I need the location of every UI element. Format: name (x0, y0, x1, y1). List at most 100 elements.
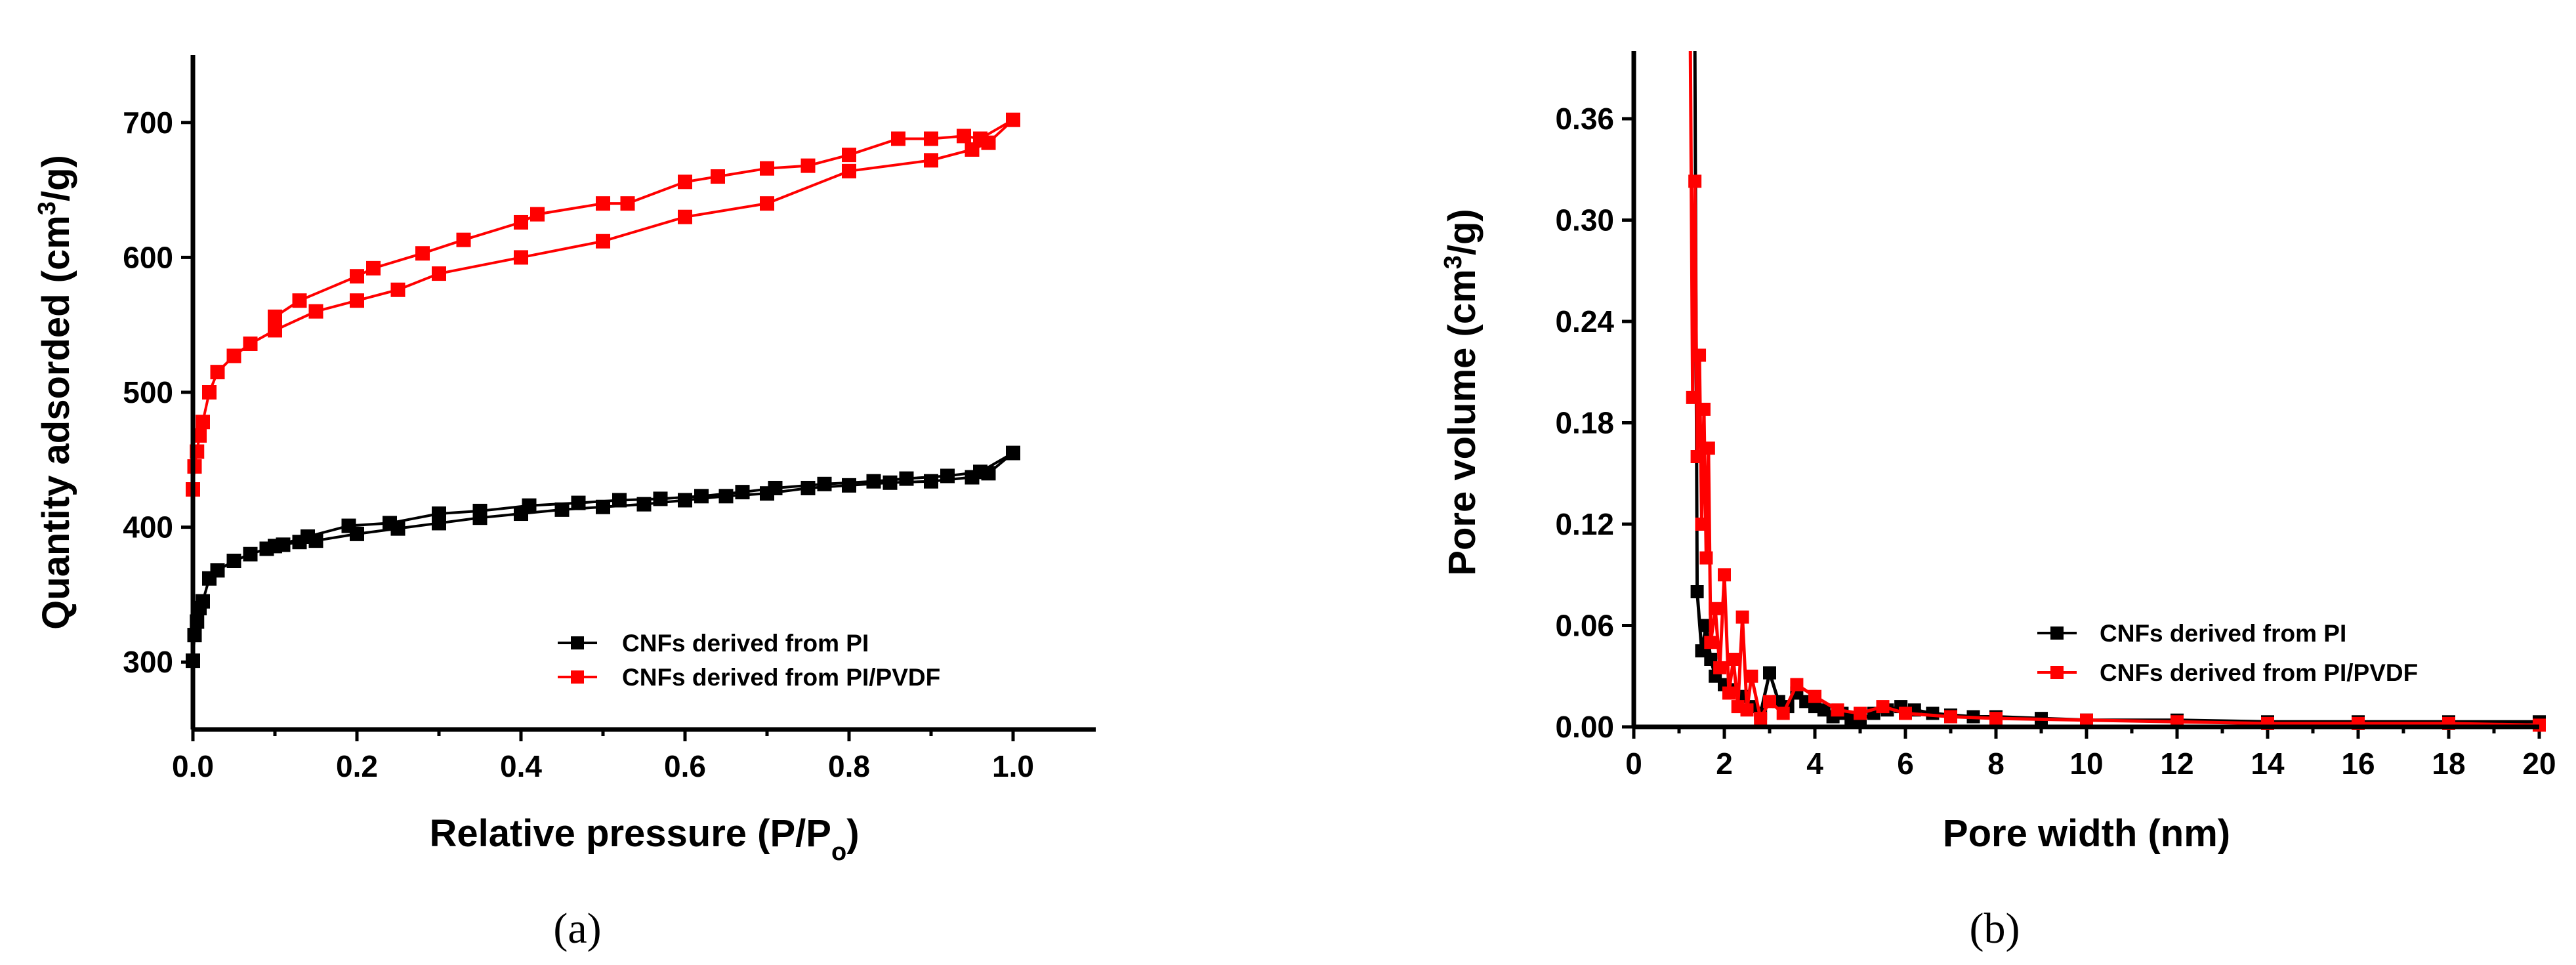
legend-b-marker-0 (2050, 626, 2064, 640)
panel-b-x-axis-title: Pore width (nm) (1943, 812, 2230, 855)
panel-b-label: (b) (1970, 905, 2020, 953)
series-1-point (350, 269, 364, 284)
series-1-point (456, 232, 471, 247)
series-0-point (210, 563, 225, 578)
panel-b-xtick-label: 16 (2341, 747, 2375, 781)
series-0-point (768, 480, 783, 495)
series-0-point (268, 539, 282, 554)
series-0-point (924, 474, 938, 489)
series-1-point (196, 415, 210, 430)
series-1-point (530, 207, 545, 222)
series-1-line (1688, 51, 2540, 727)
series-0-point (973, 464, 987, 480)
series-0-point (301, 529, 315, 544)
series-1-point (308, 304, 323, 319)
series-1-point (1790, 678, 1804, 691)
series-0-point (883, 475, 898, 490)
series-0-point (1006, 445, 1020, 461)
series-0-point (432, 506, 446, 522)
series-1-point (891, 131, 905, 146)
panel-a-xtick-label: 0.8 (828, 749, 870, 783)
series-1-point (1718, 568, 1731, 582)
legend-a-label-0: CNFs derived from PI (622, 630, 869, 657)
series-0-point (383, 516, 397, 531)
series-1-point (243, 336, 258, 351)
series-1-point (1688, 175, 1702, 188)
series-1-point (1709, 602, 1722, 615)
panel-b-ticks: 0 2 4 6 8 10 12 14 16 18 20 0.00 0.06 0.12 0.18 0.24 0.3… (1555, 102, 2556, 781)
series-1-point (1944, 710, 1957, 724)
series-0-point (472, 503, 488, 518)
series-1-point (1693, 348, 1707, 362)
series-1-point (1699, 551, 1713, 565)
series-1-point (514, 250, 528, 265)
series-1-point (924, 153, 938, 168)
series-1-point (1808, 689, 1821, 703)
panel-a: 0.0 0.2 0.4 0.6 0.8 1.0 300 400 500 600 700 Quanti… (33, 55, 1096, 953)
series-1-point (1695, 518, 1709, 531)
panel-b-xtick-label: 0 (1625, 747, 1642, 781)
panel-a-series (186, 112, 1020, 668)
series-0-point (636, 497, 652, 512)
series-1-point (2080, 713, 2093, 727)
series-1-point (1713, 661, 1727, 674)
series-1-point (842, 148, 856, 163)
series-1-point (1735, 610, 1749, 624)
series-1-point (1690, 450, 1704, 463)
panel-a-ticks: 0.0 0.2 0.4 0.6 0.8 1.0 300 400 500 600 700 (123, 106, 1034, 783)
series-0-point (694, 489, 709, 504)
panel-a-ytick-label: 400 (123, 510, 173, 544)
series-0-point (612, 493, 627, 508)
panel-b-xtick-label: 2 (1716, 747, 1733, 781)
legend-b-label-1: CNFs derived from PI/PVDF (2100, 659, 2418, 686)
series-1-point (678, 175, 692, 190)
series-0-point (899, 471, 914, 486)
series-0-point (800, 480, 816, 495)
series-1-point (350, 293, 364, 308)
panel-a-ytick-label: 600 (123, 240, 173, 274)
panel-b-ytick-label: 0.00 (1555, 710, 1614, 744)
series-0-point (226, 554, 241, 568)
legend-a-marker-1 (571, 670, 584, 684)
panel-b-xtick-label: 8 (1987, 747, 2005, 781)
panel-b: 0 2 4 6 8 10 12 14 16 18 20 0.00 0.06 0.12 0.18 0.24 0.3… (1440, 51, 2556, 953)
panel-b-xtick-label: 10 (2069, 747, 2103, 781)
panel-a-y-axis-title: Quantity adsorded (cm3/g) (33, 155, 77, 630)
panel-a-xtick-label: 1.0 (992, 749, 1034, 783)
series-1-point (957, 129, 971, 144)
series-1-point (366, 260, 381, 276)
legend-a-marker-0 (571, 636, 584, 649)
series-1-point (514, 215, 528, 230)
panel-b-xtick-label: 6 (1897, 747, 1914, 781)
series-1-point (268, 309, 282, 324)
series-1-point (268, 323, 282, 338)
panel-a-x-axis-title: Relative pressure (P/Po) (429, 812, 859, 866)
series-1-point (711, 169, 725, 184)
series-0-point (596, 499, 610, 514)
panel-b-series (1686, 51, 2546, 732)
panel-b-xtick-label: 18 (2432, 747, 2465, 781)
series-1-point (432, 266, 446, 281)
series-1-point (1754, 712, 1768, 726)
series-1-point (1701, 441, 1715, 455)
legend-b-label-0: CNFs derived from PI (2100, 620, 2346, 647)
series-1-point (760, 196, 774, 211)
series-0-point (718, 489, 734, 504)
panel-b-y-axis-title: Pore volume (cm3/g) (1440, 209, 1484, 575)
panel-a-xtick-label: 0.6 (664, 749, 706, 783)
series-1-point (292, 293, 307, 308)
series-0-point (1763, 666, 1776, 680)
legend-b-marker-1 (2050, 666, 2064, 679)
series-1-point (1726, 653, 1740, 666)
series-0-point (341, 518, 356, 533)
series-1-point (1745, 669, 1758, 683)
series-1-point (678, 209, 692, 224)
panel-b-legend: CNFs derived from PI CNFs derived from P… (2037, 620, 2418, 686)
series-1-point (842, 163, 856, 178)
panel-b-ytick-label: 0.30 (1555, 203, 1614, 237)
series-0-point (678, 493, 692, 508)
panel-b-ytick-label: 0.24 (1555, 304, 1614, 339)
series-1-point (1686, 390, 1699, 404)
series-1-point (1740, 703, 1754, 717)
